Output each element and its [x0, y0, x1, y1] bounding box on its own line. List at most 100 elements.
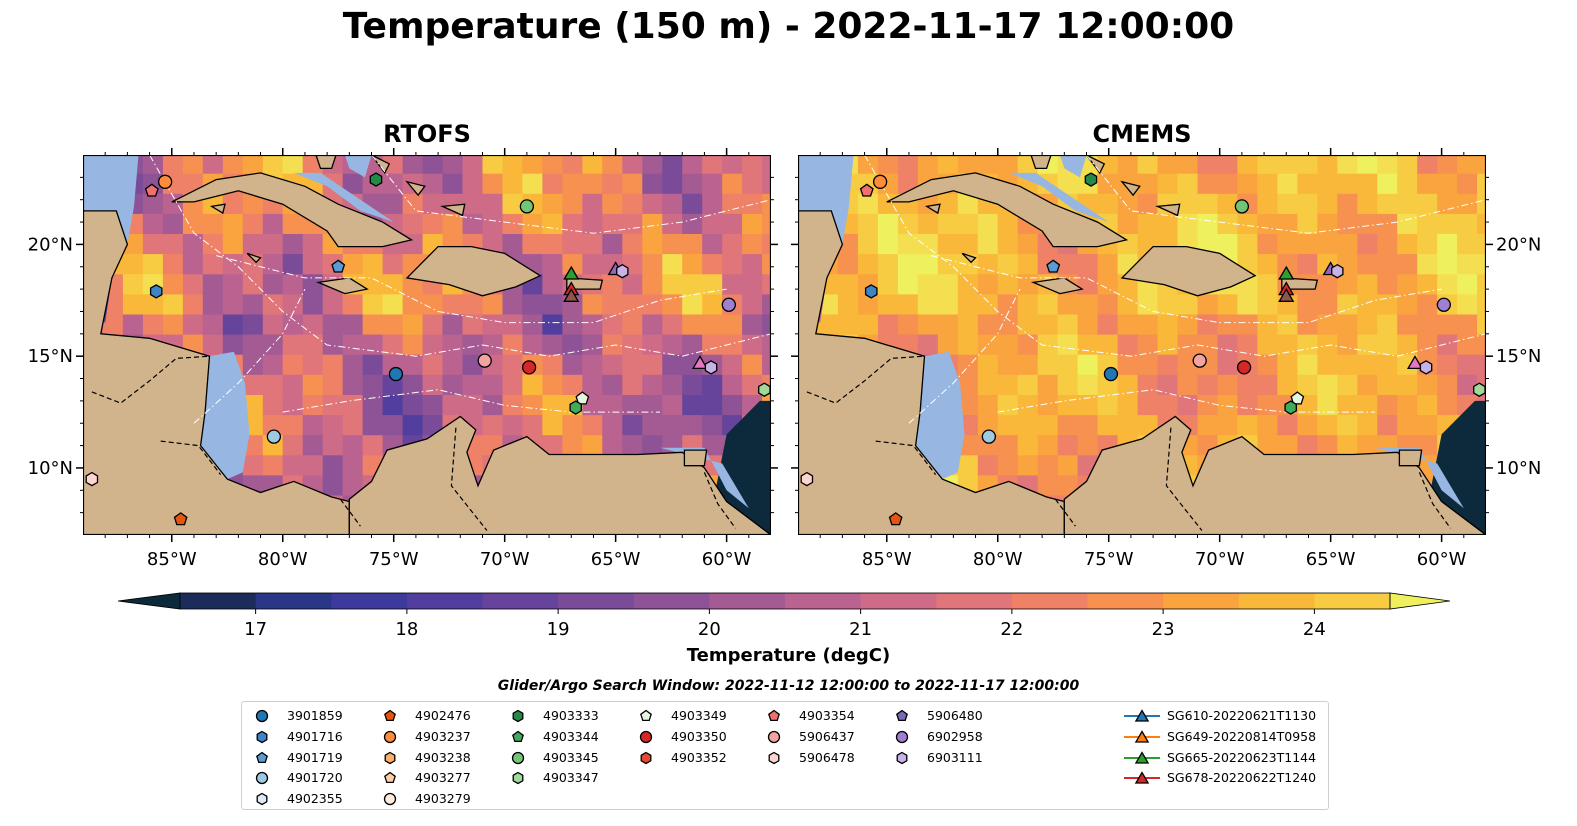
legend-label: 4901716: [287, 728, 343, 744]
colorbar-tick-label: 19: [547, 619, 570, 640]
lat-tick-label: 15°N: [28, 346, 73, 367]
glider-track-icon: [1124, 771, 1160, 785]
legend-label: 4903237: [415, 728, 471, 744]
colorbar-tick-label: 20: [698, 619, 721, 640]
observation-marker-12: [563, 265, 580, 280]
argo-float-icon: [639, 730, 653, 743]
legend-label: SG665-20220623T1144: [1167, 749, 1317, 765]
legend-label: SG610-20220621T1130: [1167, 708, 1317, 723]
observation-marker-5: [149, 284, 163, 299]
argo-float-icon: [383, 730, 397, 743]
colorbar-extend-low: [117, 592, 181, 610]
argo-float-icon: [512, 772, 524, 785]
observation-marker-17: [691, 355, 709, 370]
observation-marker-1: [859, 183, 874, 197]
argo-float-icon: [767, 730, 781, 743]
glider-track-icon: [1124, 730, 1160, 743]
colorbar-bin: [633, 593, 710, 609]
lat-tick-label: 15°N: [1496, 346, 1541, 367]
legend-label: 4902476: [415, 708, 471, 723]
colorbar-tick-label: 18: [395, 619, 418, 640]
lon-tick-label: 65°W: [591, 549, 641, 570]
observation-marker-22: [888, 512, 903, 526]
argo-float-icon: [384, 709, 396, 722]
argo-float-icon: [768, 709, 780, 722]
observation-marker-3: [519, 199, 535, 214]
legend-label: 4903347: [543, 770, 599, 786]
observation-marker-16: [616, 263, 629, 279]
colorbar-bin: [1314, 593, 1391, 609]
lon-tick-label: 70°W: [480, 549, 530, 570]
argo-float-icon: [768, 751, 780, 764]
legend-label: SG678-20220622T1240: [1167, 770, 1317, 786]
legend-label: 4903238: [415, 749, 471, 765]
observation-marker-21: [85, 471, 99, 487]
observation-marker-18: [1419, 360, 1433, 375]
temperature-colorbar: 17 18 19 20 21 22 23 24: [117, 592, 1451, 640]
observation-marker-21: [800, 471, 814, 487]
argo-float-icon: [383, 793, 397, 806]
observation-marker-9: [1290, 391, 1305, 405]
colorbar-bin: [180, 593, 257, 609]
lon-tick-label: 75°W: [369, 549, 419, 570]
legend-label: 4901720: [287, 770, 343, 786]
observation-marker-1: [144, 183, 159, 197]
legend-label: 4901719: [287, 749, 343, 765]
lon-tick-label: 80°W: [973, 549, 1023, 570]
colorbar-bin: [482, 593, 559, 609]
argo-float-icon: [384, 772, 396, 784]
legend-label: 4903352: [671, 749, 727, 765]
observation-marker-9: [575, 391, 590, 405]
argo-float-icon: [896, 751, 908, 764]
argo-float-icon: [384, 751, 396, 764]
observation-marker-0: [872, 174, 888, 189]
argo-float-icon: [255, 772, 269, 785]
legend-label: 4903345: [543, 749, 599, 765]
map-panel-rtofs: [83, 155, 771, 535]
legend-label: 4903333: [543, 708, 599, 723]
observation-marker-8: [521, 360, 537, 375]
legend-label: 4903277: [415, 770, 471, 786]
lon-tick-label: 60°W: [1417, 549, 1467, 570]
colorbar-bin: [1163, 593, 1240, 609]
legend-label: 4903279: [415, 791, 471, 807]
argo-float-icon: [256, 730, 268, 744]
legend-label: 5906437: [799, 728, 855, 744]
colorbar-bin: [1087, 593, 1164, 609]
lon-tick-label: 80°W: [258, 549, 308, 570]
observation-marker-6: [388, 366, 404, 382]
argo-float-icon: [895, 730, 909, 743]
observation-marker-10: [1284, 400, 1297, 415]
lon-tick-label: 75°W: [1084, 549, 1134, 570]
observation-marker-6: [1103, 366, 1119, 382]
colorbar-extend-high: [1389, 592, 1451, 610]
colorbar-bin: [331, 593, 408, 609]
colorbar-tick-label: 24: [1303, 619, 1326, 640]
argo-float-icon: [640, 751, 652, 764]
observation-marker-2: [369, 172, 383, 187]
observation-marker-0: [157, 174, 173, 189]
legend-label: 5906480: [927, 708, 983, 723]
argo-float-icon: [512, 730, 524, 742]
legend-label: 4902355: [287, 791, 343, 807]
observation-marker-20: [758, 382, 771, 397]
observation-marker-20: [1473, 382, 1486, 397]
lat-tick-label: 10°N: [28, 458, 73, 479]
legend-label: 5906478: [799, 749, 855, 765]
legend-label: SG649-20220814T0958: [1167, 728, 1317, 744]
colorbar-bin: [406, 593, 484, 609]
lon-tick-label: 85°W: [147, 549, 197, 570]
argo-float-icon: [256, 751, 268, 763]
legend-label: 6903111: [927, 749, 983, 765]
lon-tick-label: 65°W: [1306, 549, 1356, 570]
colorbar-bin: [936, 593, 1013, 609]
colorbar-bin: [860, 593, 937, 609]
legend-label: 4903354: [799, 708, 855, 723]
colorbar-bin: [558, 593, 635, 609]
lat-tick-label: 10°N: [1496, 458, 1541, 479]
lon-tick-label: 70°W: [1195, 549, 1245, 570]
colorbar-bin: [1238, 593, 1315, 609]
observation-marker-4: [331, 259, 346, 273]
observation-marker-19: [1436, 297, 1451, 312]
glider-track-icon: [1124, 750, 1160, 764]
